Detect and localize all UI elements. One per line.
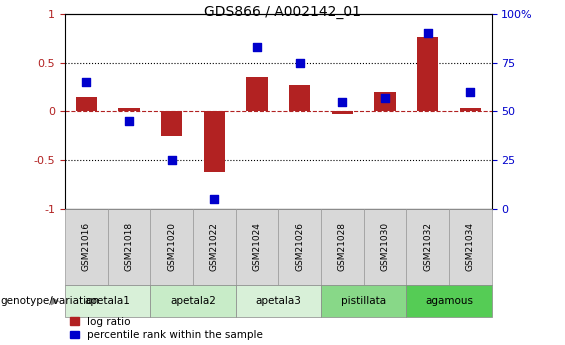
Bar xyxy=(321,209,364,285)
Bar xyxy=(193,209,236,285)
Bar xyxy=(76,97,97,111)
Point xyxy=(295,60,304,65)
Text: GSM21034: GSM21034 xyxy=(466,222,475,271)
Text: GSM21028: GSM21028 xyxy=(338,222,347,271)
Point xyxy=(380,95,389,100)
Bar xyxy=(65,285,150,317)
Text: pistillata: pistillata xyxy=(341,296,386,306)
Text: GSM21018: GSM21018 xyxy=(124,222,133,271)
Text: apetala1: apetala1 xyxy=(85,296,131,306)
Bar xyxy=(118,108,140,111)
Text: GSM21030: GSM21030 xyxy=(380,222,389,271)
Bar xyxy=(289,85,310,111)
Bar xyxy=(161,111,182,136)
Point xyxy=(210,196,219,202)
Text: genotype/variation: genotype/variation xyxy=(0,296,99,306)
Bar xyxy=(332,111,353,114)
Point xyxy=(466,89,475,95)
Text: agamous: agamous xyxy=(425,296,473,306)
Text: ▶: ▶ xyxy=(51,296,59,306)
Text: GSM21022: GSM21022 xyxy=(210,222,219,271)
Point xyxy=(423,31,432,36)
Bar xyxy=(364,209,406,285)
Text: GSM21026: GSM21026 xyxy=(295,222,304,271)
Bar xyxy=(107,209,150,285)
Text: GSM21032: GSM21032 xyxy=(423,222,432,271)
Point xyxy=(124,118,133,124)
Point xyxy=(253,44,262,50)
Bar xyxy=(321,285,406,317)
Text: apetala3: apetala3 xyxy=(255,296,301,306)
Text: GSM21016: GSM21016 xyxy=(82,222,91,271)
Text: GDS866 / A002142_01: GDS866 / A002142_01 xyxy=(204,5,361,19)
Bar xyxy=(236,285,321,317)
Bar xyxy=(150,209,193,285)
Point xyxy=(167,157,176,163)
Bar xyxy=(417,37,438,111)
Point xyxy=(82,79,91,85)
Text: GSM21020: GSM21020 xyxy=(167,222,176,271)
Bar xyxy=(406,209,449,285)
Bar xyxy=(449,209,492,285)
Legend: log ratio, percentile rank within the sample: log ratio, percentile rank within the sa… xyxy=(70,317,263,340)
Bar xyxy=(406,285,492,317)
Text: GSM21024: GSM21024 xyxy=(253,222,262,271)
Point xyxy=(338,99,347,104)
Bar xyxy=(278,209,321,285)
Text: apetala2: apetala2 xyxy=(170,296,216,306)
Bar xyxy=(150,285,236,317)
Bar xyxy=(203,111,225,172)
Bar xyxy=(459,108,481,111)
Bar xyxy=(236,209,279,285)
Bar xyxy=(246,77,268,111)
Bar xyxy=(65,209,107,285)
Bar xyxy=(374,92,396,111)
